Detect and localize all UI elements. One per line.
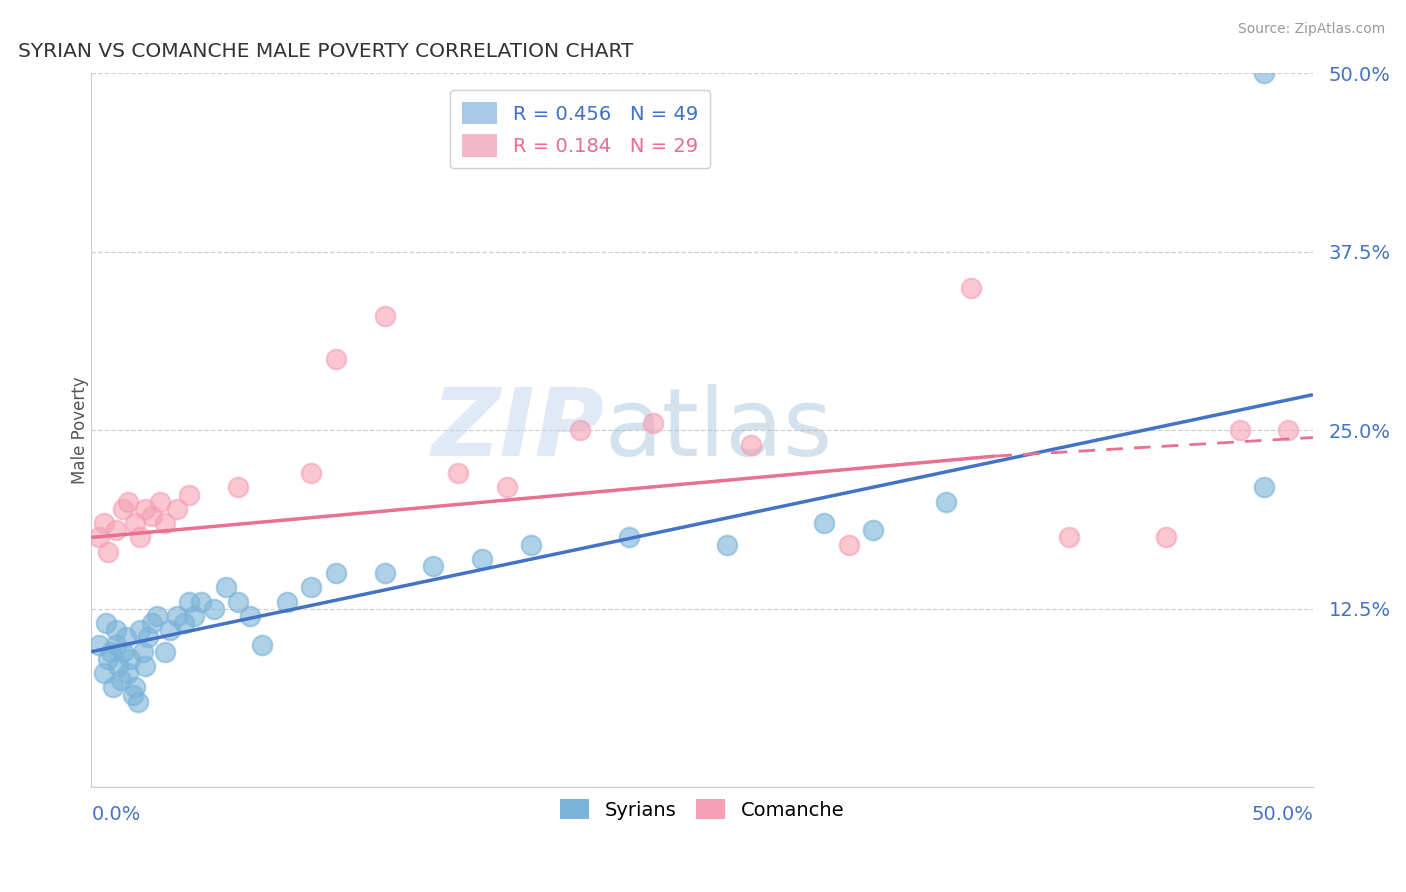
Legend: R = 0.456   N = 49, R = 0.184   N = 29: R = 0.456 N = 49, R = 0.184 N = 29 (450, 90, 710, 169)
Point (141, 509, 163, 524)
Point (1277, 423, 1299, 437)
Point (838, 538, 860, 552)
Text: Source: ZipAtlas.com: Source: ZipAtlas.com (1237, 22, 1385, 37)
Point (239, 609, 262, 624)
Y-axis label: Male Poverty: Male Poverty (72, 376, 89, 484)
Point (146, 609, 169, 624)
Point (93, 516, 115, 531)
Point (202, 602, 225, 616)
Point (159, 624, 181, 638)
Point (153, 516, 176, 531)
Point (100, 645, 122, 659)
Point (276, 595, 298, 609)
Point (87, 531, 110, 545)
Point (520, 538, 543, 552)
Point (153, 645, 176, 659)
Text: atlas: atlas (605, 384, 832, 476)
Point (131, 645, 153, 659)
Text: 50.0%: 50.0% (1251, 805, 1313, 824)
Text: 0.0%: 0.0% (91, 805, 141, 824)
Point (94, 616, 117, 631)
Point (173, 616, 195, 631)
Point (252, 638, 274, 652)
Point (190, 595, 212, 609)
Point (166, 502, 188, 516)
Point (299, 581, 322, 595)
Point (177, 595, 200, 609)
Point (124, 516, 146, 531)
Point (166, 609, 188, 624)
Point (1253, 481, 1275, 495)
Point (104, 624, 127, 638)
Point (299, 466, 322, 480)
Point (716, 538, 738, 552)
Point (87, 638, 110, 652)
Point (960, 280, 983, 294)
Point (136, 631, 159, 645)
Point (134, 659, 156, 673)
Point (1229, 423, 1251, 437)
Point (935, 495, 957, 509)
Point (97, 652, 120, 666)
Point (740, 437, 762, 451)
Point (104, 524, 127, 538)
Point (114, 631, 136, 645)
Text: ZIP: ZIP (432, 384, 605, 476)
Point (183, 609, 205, 624)
Point (117, 495, 139, 509)
Point (373, 309, 395, 323)
Point (103, 681, 125, 695)
Point (124, 681, 146, 695)
Point (93, 666, 115, 681)
Point (226, 481, 249, 495)
Point (568, 423, 591, 437)
Point (104, 638, 127, 652)
Text: SYRIAN VS COMANCHE MALE POVERTY CORRELATION CHART: SYRIAN VS COMANCHE MALE POVERTY CORRELAT… (18, 42, 634, 61)
Point (177, 488, 200, 502)
Point (134, 502, 156, 516)
Point (1253, 66, 1275, 80)
Point (325, 566, 347, 581)
Point (112, 645, 135, 659)
Point (149, 495, 172, 509)
Point (127, 695, 149, 709)
Point (1156, 531, 1178, 545)
Point (1057, 531, 1080, 545)
Point (122, 688, 145, 702)
Point (107, 659, 129, 673)
Point (129, 624, 152, 638)
Point (120, 652, 142, 666)
Point (110, 673, 132, 688)
Point (141, 616, 163, 631)
Point (117, 666, 139, 681)
Point (422, 559, 444, 574)
Point (471, 552, 494, 566)
Point (643, 416, 665, 430)
Point (447, 466, 470, 480)
Point (97, 545, 120, 559)
Point (373, 566, 395, 581)
Point (495, 481, 517, 495)
Point (226, 595, 249, 609)
Point (112, 502, 135, 516)
Point (617, 531, 640, 545)
Point (215, 581, 238, 595)
Point (129, 531, 152, 545)
Point (862, 524, 884, 538)
Point (325, 351, 347, 366)
Point (813, 516, 835, 531)
